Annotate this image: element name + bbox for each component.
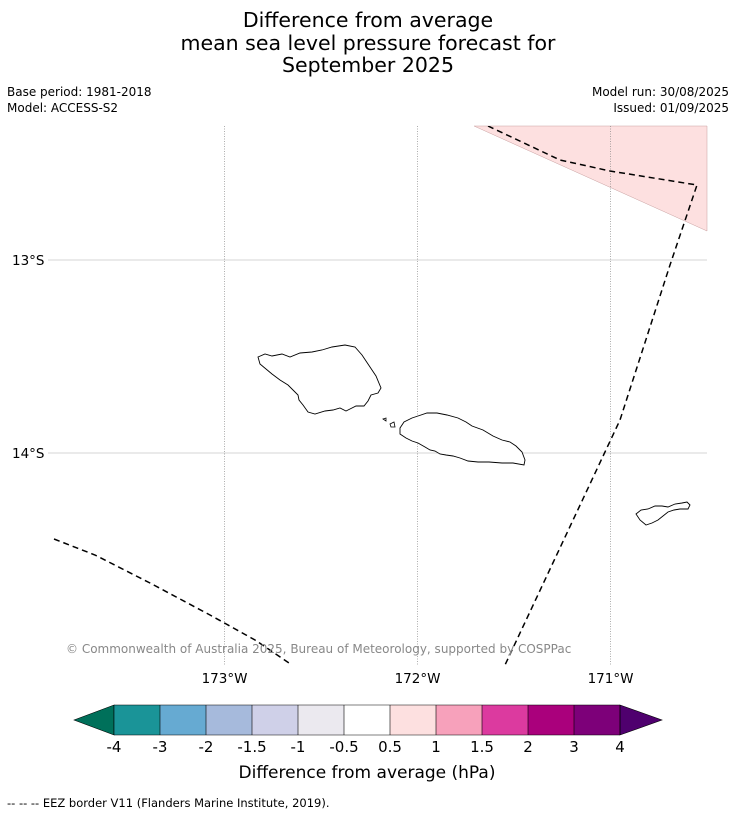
title-line-3: September 2025 [282, 53, 454, 77]
savaii-island [257, 344, 382, 415]
colorbar-swatch [298, 705, 344, 735]
colorbar-swatch [528, 705, 574, 735]
islet [389, 421, 396, 428]
base-period: Base period: 1981-2018 [7, 85, 152, 99]
colorbar-swatch [344, 705, 390, 735]
colorbar-tick: 2 [523, 738, 533, 756]
colorbar-label: Difference from average (hPa) [239, 763, 496, 783]
colorbar-tick: 0.5 [378, 738, 402, 756]
model-run: Model run: 30/08/2025 [591, 85, 729, 99]
colorbar-swatch [390, 705, 436, 735]
colorbar-swatch [436, 705, 482, 735]
meta-right: Model run: 30/08/2025 Issued: 01/09/2025 [592, 84, 729, 116]
colorbar-tick: 3 [569, 738, 579, 756]
islet [382, 417, 387, 422]
lon-label: 172°W [395, 671, 441, 687]
colorbar-arrow-left [73, 704, 115, 736]
tutuila-island [635, 501, 691, 526]
title-line-1: Difference from average [242, 8, 494, 32]
colorbar-tick: -1.5 [237, 738, 266, 756]
colorbar-swatch [206, 705, 252, 735]
lon-label: 171°W [588, 671, 634, 687]
meta-left: Base period: 1981-2018 Model: ACCESS-S2 [7, 84, 152, 116]
lat-label: 14°S [12, 446, 45, 462]
upolu-island [399, 412, 526, 466]
chart-title: Difference from average mean sea level p… [0, 9, 736, 77]
lat-label: 13°S [12, 253, 45, 269]
colorbar-tick: -4 [107, 738, 122, 756]
colorbar-tick: -3 [153, 738, 168, 756]
issued-date: Issued: 01/09/2025 [613, 101, 729, 115]
colorbar-swatch [252, 705, 298, 735]
colorbar-arrow-right [619, 704, 663, 736]
title-line-2: mean sea level pressure forecast for [180, 30, 556, 55]
eez-legend: -- -- -- EEZ border V11 (Flanders Marine… [7, 796, 330, 810]
colorbar-tick: 4 [615, 738, 625, 756]
colorbar-dividers [113, 704, 621, 736]
colorbar-swatch [482, 705, 528, 735]
eez-border [53, 126, 698, 665]
colorbar-swatch [574, 705, 620, 735]
colorbar-swatch [160, 705, 206, 735]
colorbar-swatch [114, 705, 160, 735]
colorbar-tick: 1.5 [470, 738, 494, 756]
colorbar-tick: -0.5 [329, 738, 358, 756]
colorbar-tick: -2 [199, 738, 214, 756]
lon-label: 173°W [202, 671, 248, 687]
anomaly-region [473, 125, 708, 232]
colorbar: -4 -3 -2 -1.5 -1 -0.5 0.5 1 1.5 2 3 4 Di… [73, 704, 663, 783]
eez-border-line [53, 538, 293, 665]
colorbar-tick: -1 [291, 738, 306, 756]
colorbar-tick: 1 [431, 738, 441, 756]
gridlines [48, 126, 707, 665]
copyright-text: © Commonwealth of Australia 2025, Bureau… [66, 642, 571, 656]
model-name: Model: ACCESS-S2 [7, 101, 119, 115]
